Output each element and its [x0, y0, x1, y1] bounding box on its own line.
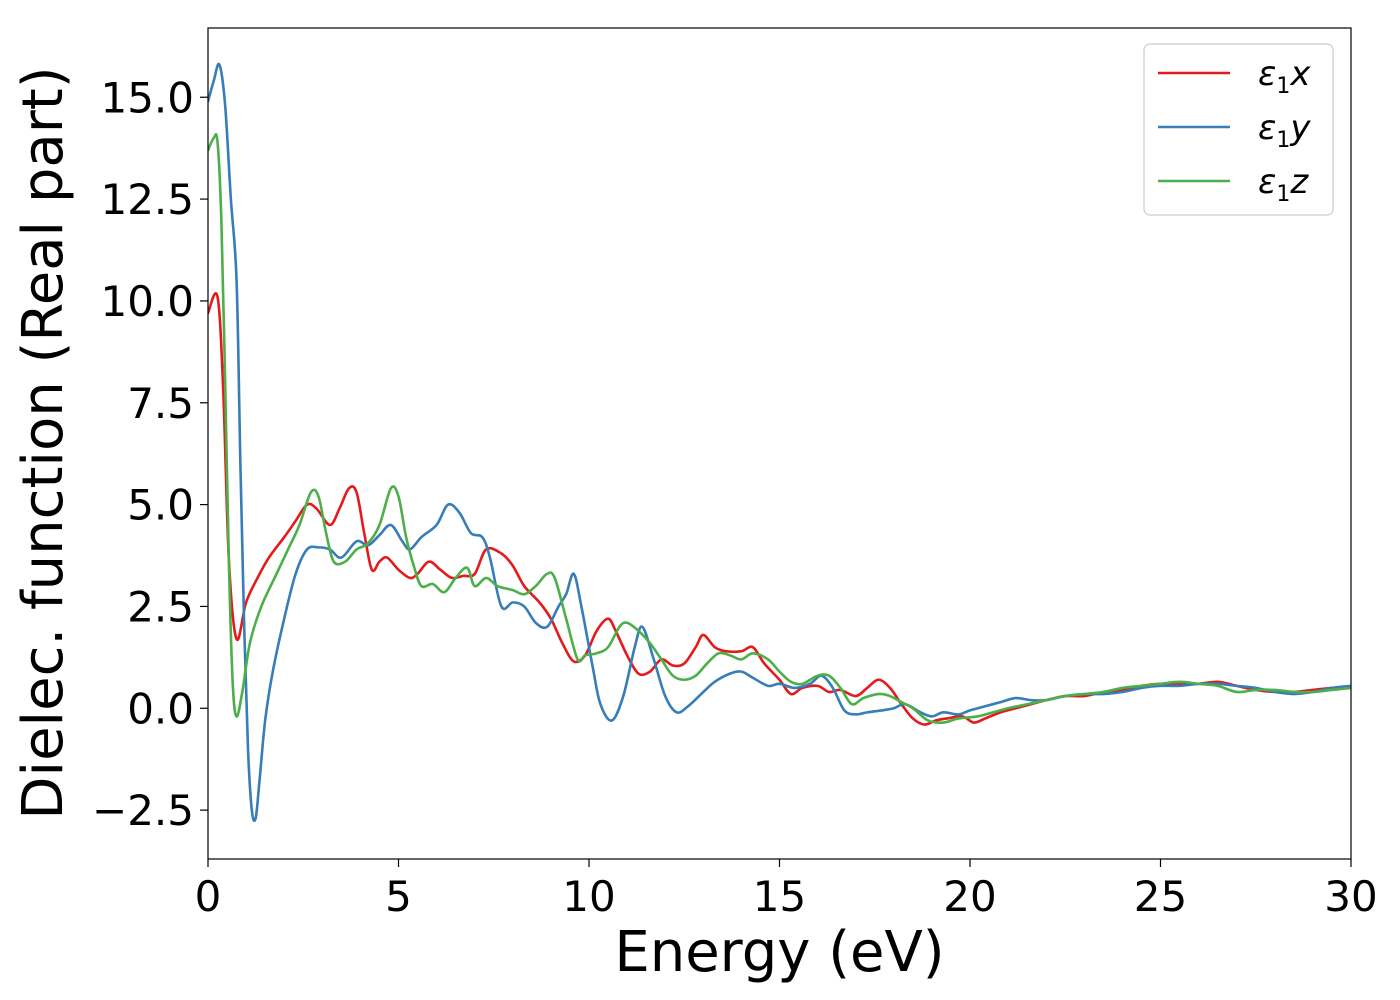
x-tick-label: 5	[385, 872, 412, 921]
legend-item-z: ε1z	[1158, 162, 1309, 207]
x-axis: 0 5 10 15 20 25 30	[195, 859, 1378, 921]
y-tick-label: 2.5	[127, 582, 194, 631]
y-tick-label: 7.5	[127, 379, 194, 428]
x-axis-label: Energy (eV)	[614, 920, 944, 985]
legend: ε1x ε1y ε1z	[1143, 43, 1334, 216]
y-tick-label: 0.0	[127, 684, 194, 733]
y-tick-label: 15.0	[100, 73, 194, 122]
legend-label: ε1y	[1258, 108, 1311, 153]
x-tick-label: 0	[195, 872, 222, 921]
series-layer	[208, 62, 1351, 823]
y-axis-label: Dielec. function (Real part)	[11, 66, 76, 819]
legend-label: ε1z	[1258, 162, 1309, 207]
x-tick-label: 10	[562, 872, 615, 921]
y-tick-label: 5.0	[127, 481, 194, 530]
x-tick-label: 15	[753, 872, 806, 921]
legend-item-y: ε1y	[1158, 108, 1311, 153]
y-tick-label: 10.0	[100, 277, 194, 326]
legend-item-x: ε1x	[1158, 54, 1311, 99]
y-tick-label: 12.5	[100, 175, 194, 224]
legend-label: ε1x	[1258, 54, 1311, 99]
x-tick-label: 20	[943, 872, 996, 921]
series-line-z	[208, 133, 1351, 724]
y-tick-label: −2.5	[92, 786, 194, 835]
y-axis: −2.5 0.0 2.5 5.0 7.5 10.0 12.5 15.0	[92, 73, 208, 835]
legend-frame	[1143, 43, 1334, 216]
x-tick-label: 25	[1134, 872, 1187, 921]
x-tick-label: 30	[1324, 872, 1377, 921]
